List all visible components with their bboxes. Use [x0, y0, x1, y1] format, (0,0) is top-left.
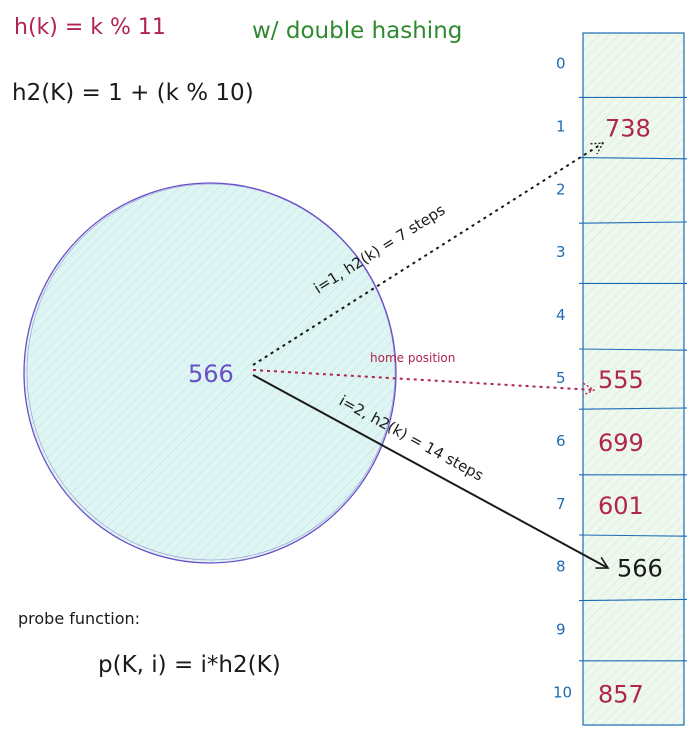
slot-value-10: 857: [598, 680, 644, 708]
slot-value-6: 699: [598, 429, 644, 457]
probe-function-formula: p(K, i) = i*h2(K): [98, 652, 281, 678]
probe-1-arrow: [252, 142, 605, 366]
slot-index-9: 9: [556, 621, 566, 639]
table-divider: [578, 157, 688, 160]
slot-index-1: 1: [556, 117, 566, 135]
slot-value-5: 555: [598, 366, 644, 394]
slot-index-2: 2: [556, 180, 566, 198]
probe-function-label: probe function:: [18, 609, 140, 628]
slot-value-8: 566: [617, 555, 663, 583]
slot-index-5: 5: [556, 369, 566, 387]
slot-index-column: 0 1 2 3 4 5 6 7 8 9 10: [553, 54, 572, 701]
home-position-arrow: [252, 369, 596, 396]
key-circle: [23, 182, 397, 564]
slot-value-1: 738: [605, 114, 651, 142]
home-position-label: home position: [370, 351, 455, 365]
table-divider: [578, 221, 688, 224]
double-hashing-note: w/ double hashing: [252, 18, 462, 44]
slot-index-7: 7: [556, 495, 566, 513]
slot-index-10: 10: [553, 683, 572, 701]
slot-index-4: 4: [556, 306, 566, 324]
probe-2-arrow: [252, 374, 610, 569]
secondary-hash-formula: h2(K) = 1 + (k % 10): [12, 80, 254, 106]
slot-index-0: 0: [556, 54, 566, 72]
table-divider: [578, 348, 688, 351]
hash-table-dividers: [578, 96, 688, 662]
slot-index-6: 6: [556, 432, 566, 450]
key-value: 566: [188, 360, 234, 388]
slot-index-3: 3: [556, 243, 566, 261]
slot-value-7: 601: [598, 492, 644, 520]
hash-function-formula: h(k) = k % 11: [14, 15, 166, 40]
table-divider: [578, 407, 688, 410]
table-divider: [578, 534, 688, 537]
table-divider: [578, 598, 688, 602]
key-circle-outline: [26, 183, 396, 561]
slot-index-8: 8: [556, 558, 566, 576]
slot-value-column: 738 555 699 601 566 857: [598, 114, 663, 708]
